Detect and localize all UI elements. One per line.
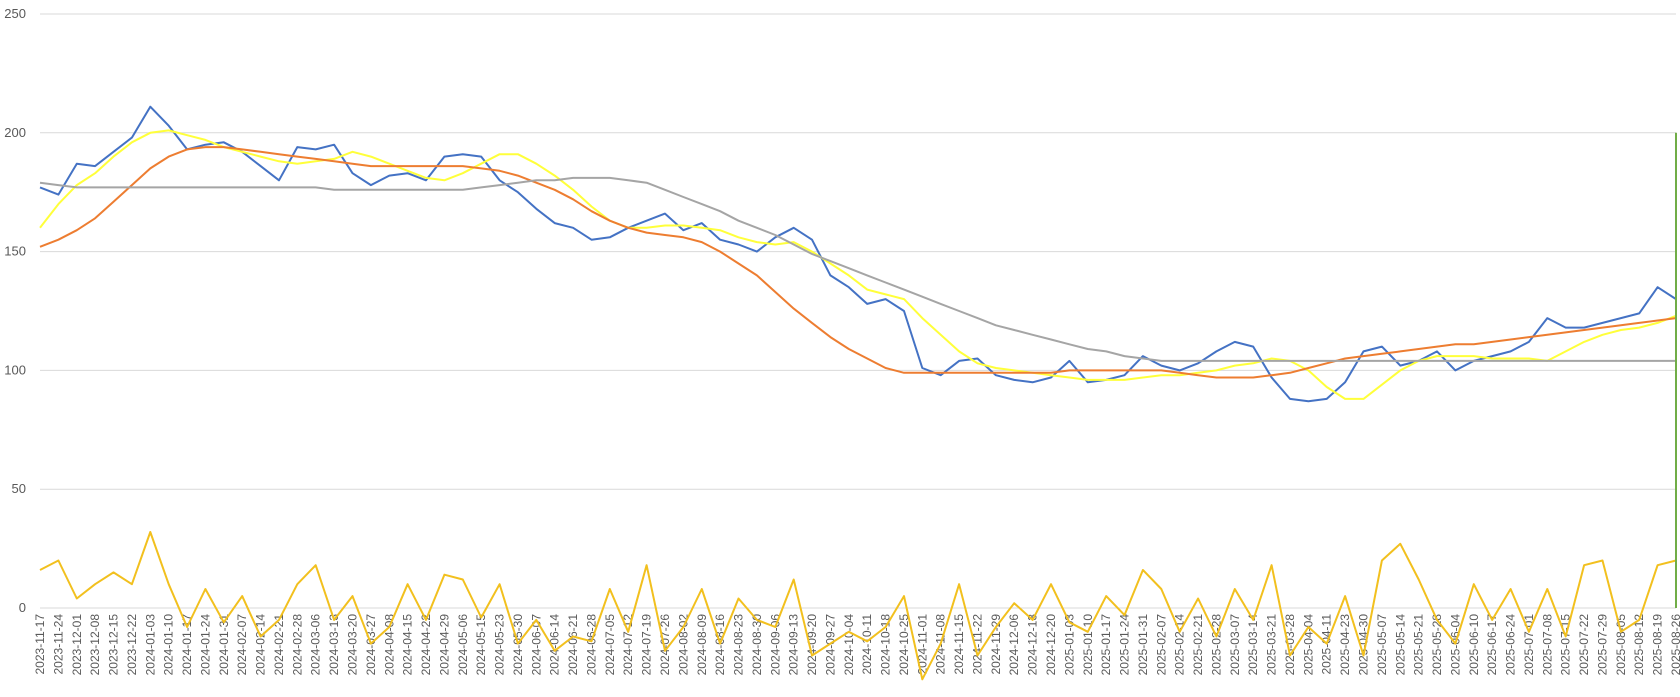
- series-line-2: [39, 129, 1677, 400]
- x-tick-label: 2024-02-28: [290, 614, 304, 676]
- x-tick-label: 2023-12-08: [88, 614, 102, 676]
- x-tick-label: 2024-10-25: [897, 614, 911, 676]
- x-tick-label: 2024-02-14: [254, 614, 268, 676]
- x-tick-label: 2024-11-01: [915, 614, 929, 675]
- x-tick-label: 2025-03-14: [1246, 614, 1260, 676]
- x-tick-label: 2024-11-15: [952, 614, 966, 675]
- x-tick-label: 2024-06-07: [529, 614, 543, 676]
- y-axis-tick-labels: 0 50 100 150 200 250: [4, 6, 26, 615]
- x-axis-tick-labels: 2023-11-17 2023-11-24 2023-12-01 2023-12-08…: [33, 614, 1680, 676]
- x-tick-label: 2025-02-07: [1154, 614, 1168, 676]
- x-tick-label: 2025-01-24: [1118, 614, 1132, 676]
- y-tick-label: 0: [19, 600, 26, 615]
- x-tick-label: 2024-09-06: [768, 614, 782, 676]
- x-tick-label: 2023-11-24: [51, 614, 65, 675]
- x-tick-label: 2024-02-07: [235, 614, 249, 676]
- x-tick-label: 2024-05-15: [474, 614, 488, 676]
- x-tick-label: 2024-10-11: [860, 614, 874, 675]
- y-tick-label: 200: [4, 125, 26, 140]
- x-tick-label: 2025-01-31: [1136, 614, 1150, 676]
- x-tick-label: 2024-10-18: [879, 614, 893, 676]
- x-tick-label: 2024-01-03: [143, 614, 157, 676]
- y-tick-label: 50: [12, 481, 26, 496]
- x-tick-label: 2024-08-09: [695, 614, 709, 676]
- series-line-3: [39, 146, 1677, 379]
- x-tick-label: 2025-05-28: [1430, 614, 1444, 676]
- y-tick-label: 250: [4, 6, 26, 21]
- x-tick-label: 2025-03-07: [1228, 614, 1242, 676]
- x-tick-label: 2025-07-29: [1595, 614, 1609, 676]
- x-tick-label: 2025-07-08: [1540, 614, 1554, 676]
- x-tick-label: 2024-01-10: [162, 614, 176, 676]
- x-tick-label: 2025-04-30: [1357, 614, 1371, 676]
- x-tick-label: 2025-04-23: [1338, 614, 1352, 676]
- x-tick-label: 2024-07-26: [658, 614, 672, 676]
- x-tick-label: 2024-03-06: [309, 614, 323, 676]
- x-tick-label: 2025-06-24: [1504, 614, 1518, 676]
- x-tick-label: 2025-08-12: [1632, 614, 1646, 676]
- x-tick-label: 2024-06-28: [584, 614, 598, 676]
- x-tick-label: 2025-01-03: [1062, 614, 1076, 676]
- x-tick-label: 2025-06-10: [1467, 614, 1481, 676]
- x-tick-label: 2024-04-15: [401, 614, 415, 676]
- x-tick-label: 2024-03-13: [327, 614, 341, 676]
- x-tick-label: 2025-07-01: [1522, 614, 1536, 676]
- x-tick-label: 2024-06-21: [566, 614, 580, 676]
- x-tick-label: 2024-11-22: [970, 614, 984, 675]
- x-tick-label: 2024-01-31: [217, 614, 231, 676]
- x-tick-label: 2025-04-04: [1301, 614, 1315, 676]
- x-tick-label: 2024-02-21: [272, 614, 286, 676]
- x-tick-label: 2025-03-21: [1265, 614, 1279, 676]
- x-tick-label: 2024-08-23: [732, 614, 746, 676]
- x-tick-label: 2025-08-19: [1651, 614, 1665, 676]
- x-tick-label: 2024-04-08: [382, 614, 396, 676]
- x-tick-label: 2025-08-05: [1614, 614, 1628, 676]
- series-line-5: [39, 531, 1677, 681]
- gridlines: [40, 13, 1676, 609]
- x-tick-label: 2025-01-17: [1099, 614, 1113, 676]
- x-tick-label: 2024-04-29: [437, 614, 451, 676]
- x-tick-label: 2023-12-15: [107, 614, 121, 676]
- y-tick-label: 100: [4, 362, 26, 377]
- x-tick-label: 2025-05-21: [1412, 614, 1426, 676]
- x-tick-label: 2024-06-14: [548, 614, 562, 676]
- x-tick-label: 2024-01-24: [198, 614, 212, 676]
- x-tick-label: 2025-02-21: [1191, 614, 1205, 676]
- x-tick-label: 2024-04-22: [419, 614, 433, 676]
- x-tick-label: 2025-05-14: [1393, 614, 1407, 676]
- x-tick-label: 2025-05-07: [1375, 614, 1389, 676]
- x-tick-label: 2024-09-13: [787, 614, 801, 676]
- x-tick-label: 2025-06-17: [1485, 614, 1499, 676]
- x-tick-label: 2024-12-06: [1007, 614, 1021, 676]
- x-tick-label: 2024-12-20: [1044, 614, 1058, 676]
- x-tick-label: 2024-11-29: [989, 614, 1003, 675]
- x-tick-label: 2024-05-06: [456, 614, 470, 676]
- x-tick-label: 2024-10-04: [842, 614, 856, 676]
- series-line-1: [39, 105, 1677, 403]
- x-tick-label: 2025-07-22: [1577, 614, 1591, 676]
- x-tick-label: 2025-02-14: [1173, 614, 1187, 676]
- series-line-4: [39, 176, 1676, 362]
- x-tick-label: 2024-05-23: [493, 614, 507, 676]
- x-tick-label: 2025-08-26: [1669, 614, 1680, 676]
- x-tick-label: 2024-07-05: [603, 614, 617, 676]
- x-tick-label: 2024-07-19: [640, 614, 654, 676]
- x-tick-label: 2024-03-20: [345, 614, 359, 676]
- series-lines: [39, 105, 1677, 681]
- x-tick-label: 2025-03-28: [1283, 614, 1297, 676]
- x-tick-label: 2024-12-13: [1026, 614, 1040, 676]
- x-tick-label: 2023-12-01: [70, 614, 84, 676]
- x-tick-label: 2024-08-02: [676, 614, 690, 676]
- x-tick-label: 2024-07-12: [621, 614, 635, 676]
- y-tick-label: 150: [4, 244, 26, 259]
- x-tick-label: 2024-08-30: [750, 614, 764, 676]
- x-tick-label: 2024-01-17: [180, 614, 194, 676]
- x-tick-label: 2023-11-17: [33, 614, 47, 675]
- x-tick-label: 2023-12-22: [125, 614, 139, 676]
- x-tick-label: 2024-09-20: [805, 614, 819, 676]
